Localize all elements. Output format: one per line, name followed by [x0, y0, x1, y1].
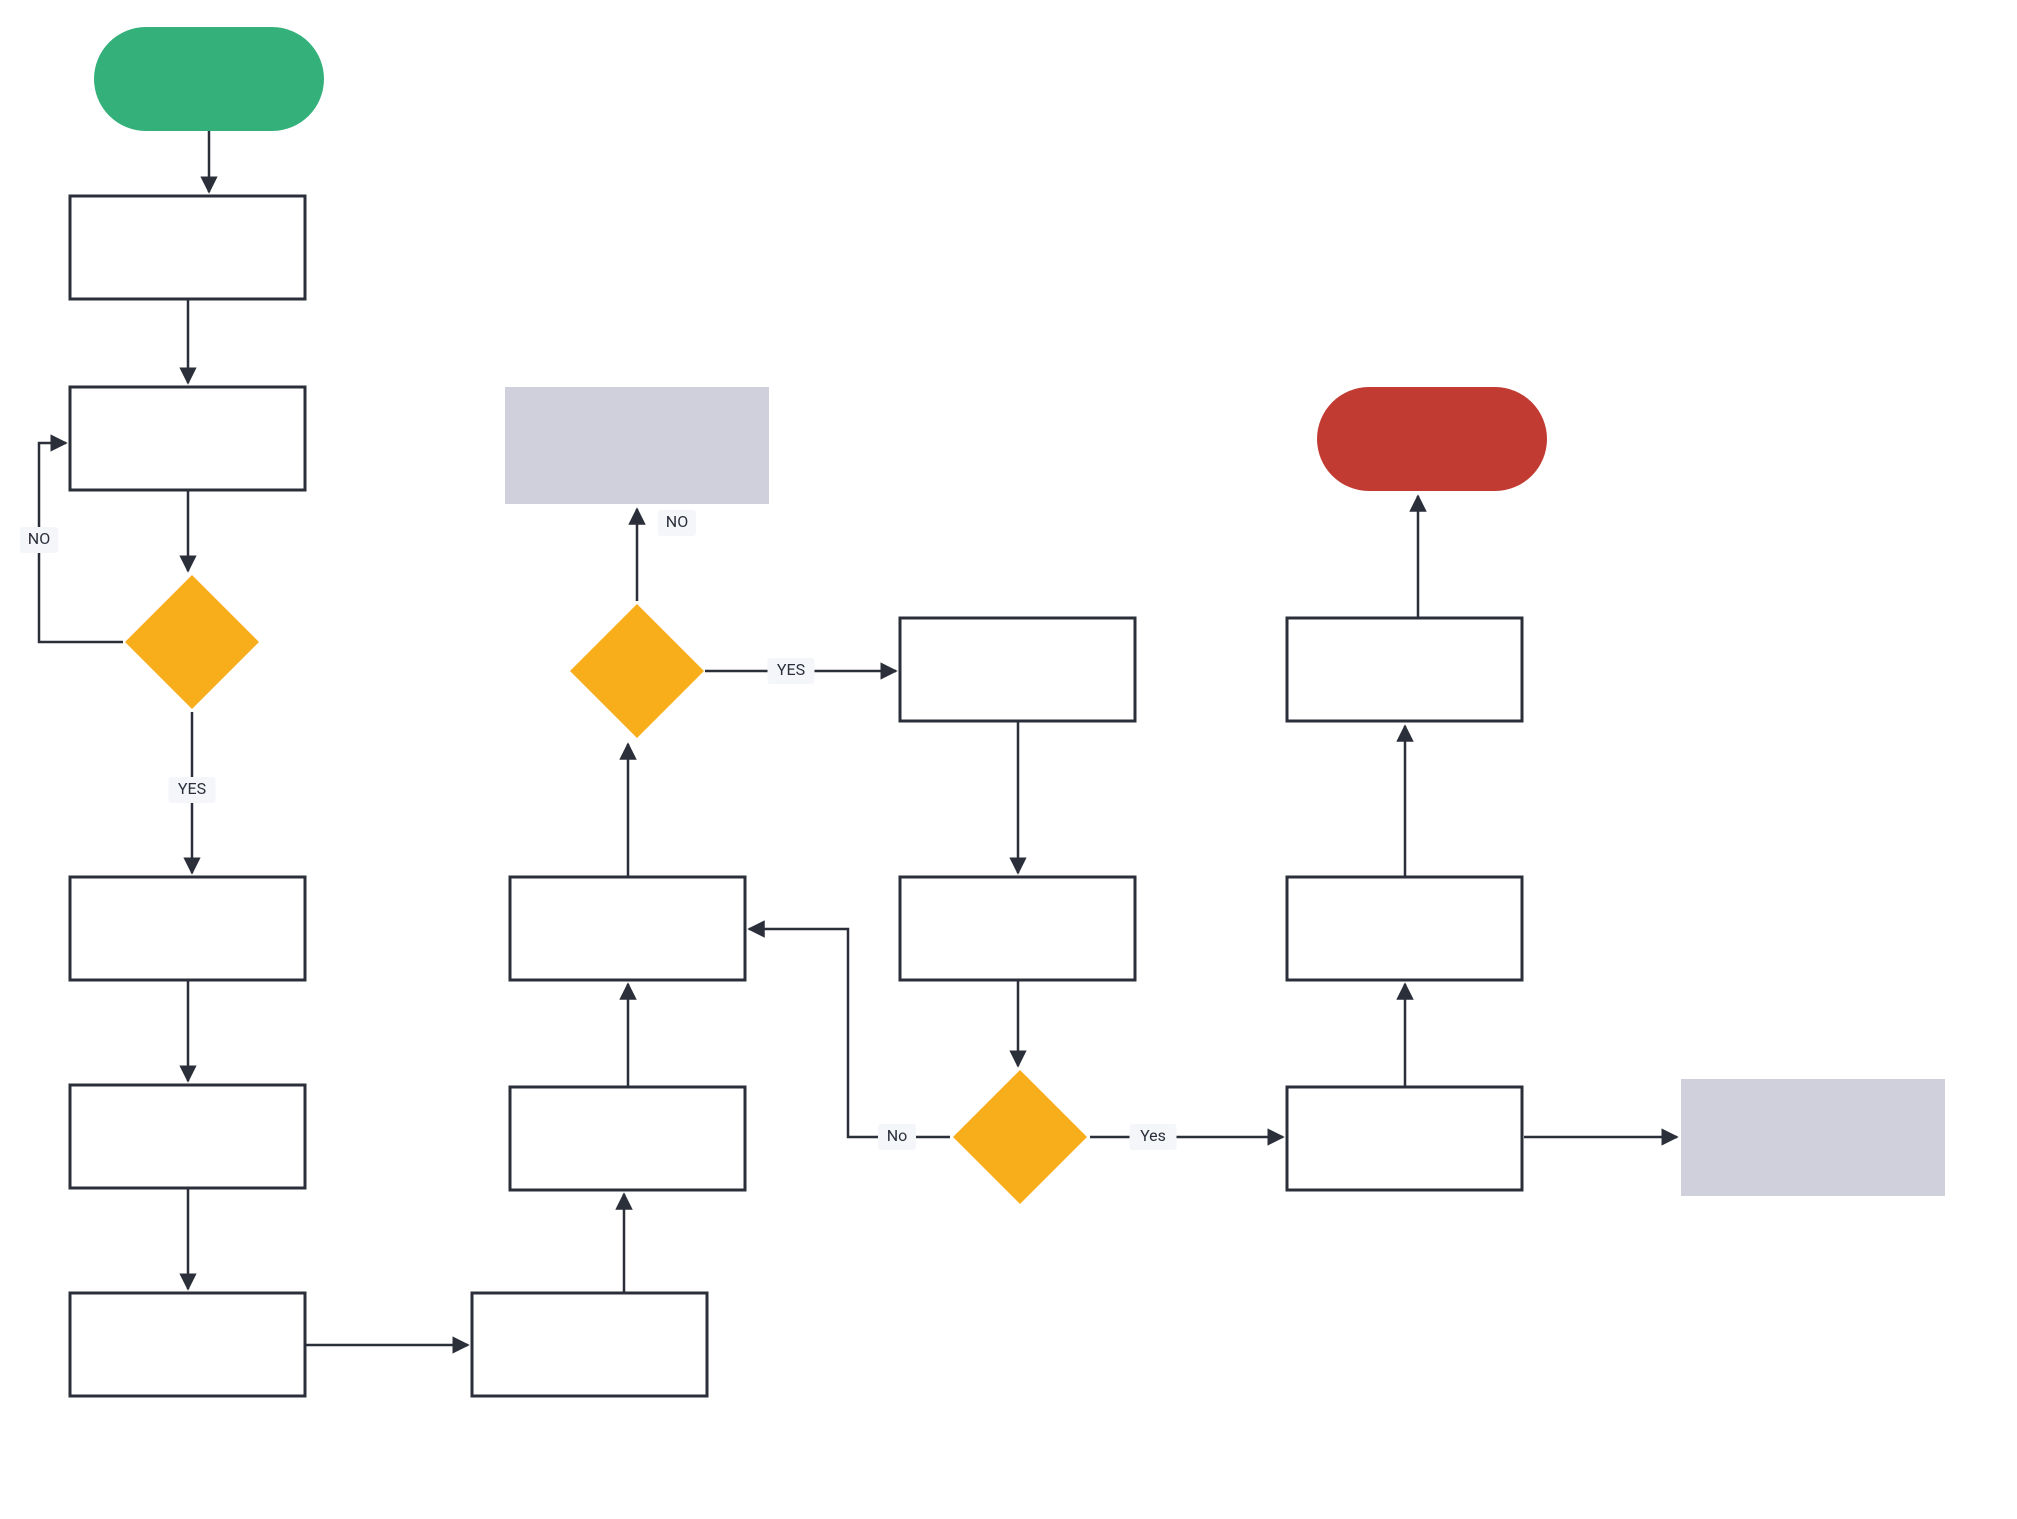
node-start: [94, 27, 324, 131]
flowchart-canvas: NO YES NO YES No Yes: [0, 0, 2017, 1519]
node-s1: [505, 387, 769, 504]
edge-label-e5: YES: [178, 779, 206, 798]
node-p7: [510, 1087, 745, 1190]
node-end: [1317, 387, 1547, 491]
edge-label-e13: YES: [777, 660, 805, 679]
node-p1: [70, 196, 305, 299]
node-p8: [510, 877, 745, 980]
node-p9: [900, 618, 1135, 721]
node-p6: [472, 1293, 707, 1396]
node-p2: [70, 387, 305, 490]
edge-label-e12: NO: [666, 512, 688, 531]
node-p10: [900, 877, 1135, 980]
edge-label-e16: No: [887, 1126, 908, 1145]
node-p4: [70, 1085, 305, 1188]
node-p11: [1287, 1087, 1522, 1190]
node-p12: [1287, 877, 1522, 980]
node-p3: [70, 877, 305, 980]
node-p13: [1287, 618, 1522, 721]
edge-label-e17: Yes: [1140, 1126, 1166, 1145]
node-p5: [70, 1293, 305, 1396]
node-s2: [1681, 1079, 1945, 1196]
edge-label-e4: NO: [28, 529, 50, 548]
